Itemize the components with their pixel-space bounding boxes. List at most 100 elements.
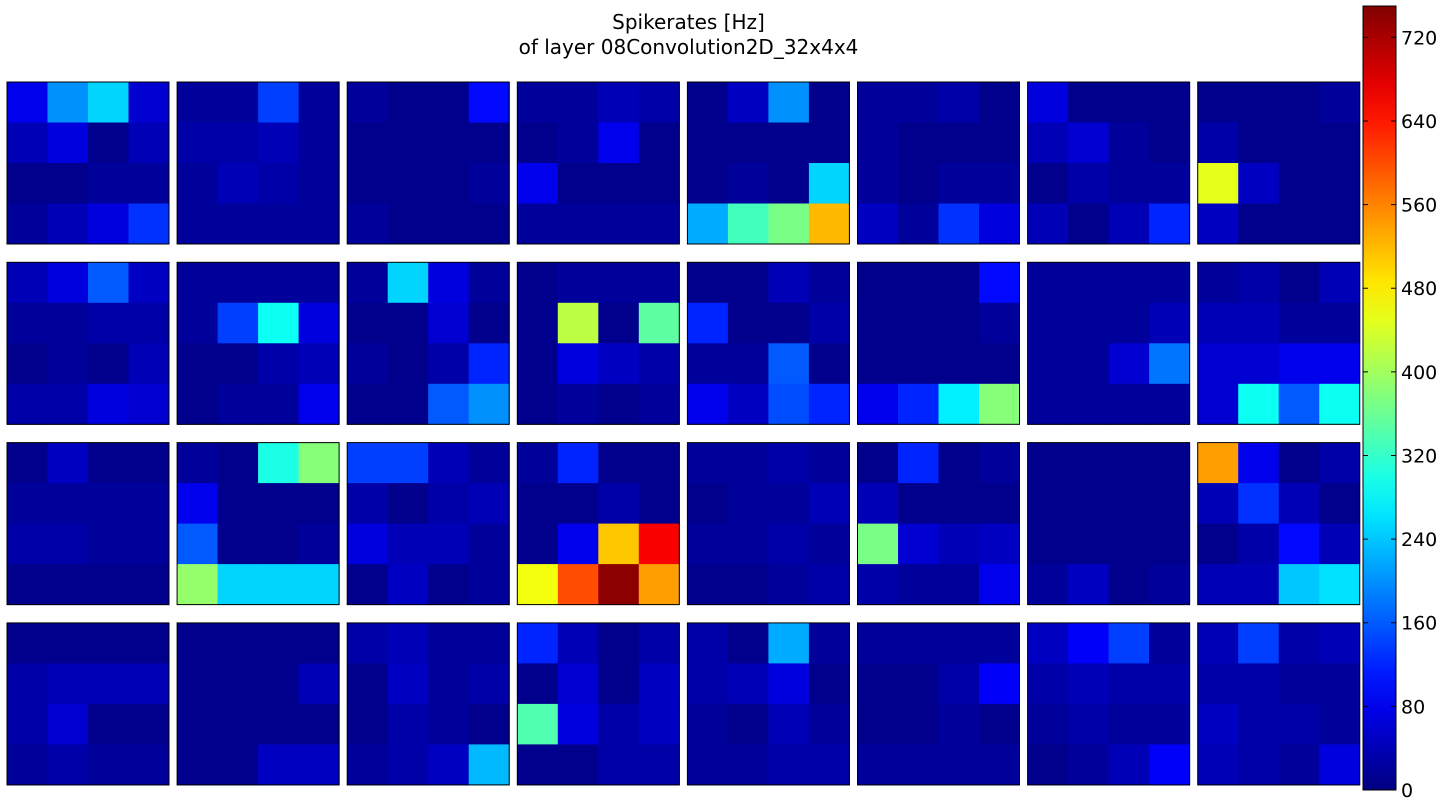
heatmap-cell [898, 82, 939, 123]
heatmap-cell [128, 622, 170, 664]
heatmap-cell [808, 343, 850, 385]
heatmap-cell [468, 343, 510, 385]
heatmap-cell [387, 302, 429, 344]
heatmap-cell [128, 302, 170, 344]
heatmap-cell [857, 383, 899, 425]
heatmap-cell [638, 383, 680, 425]
heatmap-cell [808, 622, 850, 664]
heatmap-cell [1319, 663, 1361, 705]
heatmap-cell [387, 523, 429, 565]
heatmap-cell [1149, 122, 1191, 164]
panel-frame [516, 81, 680, 245]
heatmap-cell [1027, 82, 1069, 123]
panel-frame [176, 81, 340, 245]
heatmap-cell [687, 82, 729, 123]
heatmap-cell [177, 564, 219, 606]
heatmap-cell [687, 343, 729, 385]
heatmap-cell [298, 663, 340, 705]
panel-frame [516, 622, 680, 786]
heatmap-cell [1278, 622, 1320, 664]
heatmap-cell [1197, 163, 1239, 204]
heatmap-panel-31 [1027, 622, 1191, 786]
heatmap-cell [979, 703, 1020, 745]
heatmap-cell [727, 744, 769, 786]
heatmap-cell [47, 744, 89, 786]
heatmap-cell [517, 442, 559, 484]
heatmap-cell [7, 564, 48, 606]
heatmap-cell [217, 523, 259, 565]
heatmap-cell [1278, 262, 1320, 304]
heatmap-cell [258, 703, 300, 745]
heatmap-cell [1238, 744, 1280, 786]
heatmap-cell [557, 564, 599, 606]
heatmap-cell [1238, 564, 1280, 606]
heatmap-cell [217, 302, 259, 344]
heatmap-cell [1108, 203, 1150, 245]
heatmap-cell [7, 163, 48, 204]
heatmap-cell [727, 483, 769, 525]
heatmap-cell [428, 663, 470, 705]
heatmap-cell [687, 523, 729, 565]
heatmap-cell [258, 564, 300, 606]
heatmap-cell [557, 383, 599, 425]
heatmap-cell [1108, 262, 1150, 304]
heatmap-cell [768, 82, 810, 123]
heatmap-cell [88, 302, 129, 344]
heatmap-cell [1149, 383, 1191, 425]
heatmap-cell [938, 383, 980, 425]
heatmap-cell [1149, 483, 1191, 525]
heatmap-cell [638, 262, 680, 304]
heatmap-panel-5 [686, 81, 850, 245]
heatmap-cell [979, 203, 1020, 245]
heatmap-cell [1238, 442, 1280, 484]
heatmap-cell [347, 302, 389, 344]
heatmap-cell [468, 163, 510, 204]
heatmap-cell [47, 82, 89, 123]
heatmap-cell [557, 163, 599, 204]
heatmap-panel-12 [516, 261, 680, 425]
heatmap-cell [1027, 203, 1069, 245]
heatmap-cell [258, 262, 300, 304]
heatmap-cell [1238, 163, 1280, 204]
heatmap-cell [468, 483, 510, 525]
heatmap-cell [1149, 262, 1191, 304]
heatmap-cell [1027, 622, 1069, 664]
heatmap-cell [1027, 442, 1069, 484]
panel-frame [346, 442, 510, 606]
heatmap-cell [88, 122, 129, 164]
heatmap-cell [557, 523, 599, 565]
heatmap-cell [727, 564, 769, 606]
heatmap-cell [1238, 203, 1280, 245]
heatmap-cell [177, 262, 219, 304]
heatmap-cell [638, 622, 680, 664]
heatmap-cell [258, 163, 300, 204]
heatmap-cell [898, 564, 939, 606]
heatmap-cell [687, 442, 729, 484]
heatmap-cell [687, 302, 729, 344]
heatmap-cell [638, 442, 680, 484]
heatmap-cell [768, 122, 810, 164]
heatmap-cell [1319, 744, 1361, 786]
heatmap-cell [468, 703, 510, 745]
heatmap-cell [1238, 343, 1280, 385]
heatmap-cell [1027, 343, 1069, 385]
heatmap-cell [979, 564, 1020, 606]
heatmap-cell [1278, 663, 1320, 705]
heatmap-panel-16 [1197, 261, 1361, 425]
heatmap-cell [638, 343, 680, 385]
colorbar-tick-label: 0 [1401, 780, 1413, 802]
heatmap-cell [687, 122, 729, 164]
heatmap-cell [217, 343, 259, 385]
heatmap-cell [727, 383, 769, 425]
heatmap-cell [1278, 442, 1320, 484]
chart-title-line-1: Spikerates [Hz] [612, 10, 765, 34]
heatmap-cell [517, 622, 559, 664]
heatmap-cell [857, 262, 899, 304]
heatmap-cell [938, 483, 980, 525]
heatmap-cell [128, 82, 170, 123]
heatmap-cell [1197, 483, 1239, 525]
heatmap-cell [517, 744, 559, 786]
panel-frame [516, 261, 680, 425]
heatmap-cell [857, 82, 899, 123]
